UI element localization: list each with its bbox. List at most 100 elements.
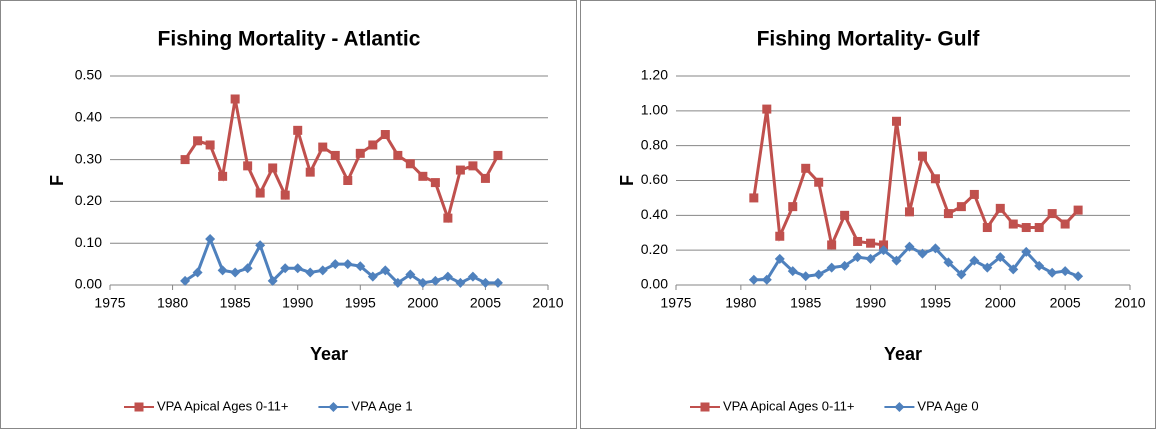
marker <box>342 259 353 270</box>
marker <box>380 265 391 276</box>
marker <box>417 277 428 288</box>
marker <box>392 277 403 288</box>
marker <box>242 263 253 274</box>
marker <box>405 159 415 169</box>
x-tick-label: 2005 <box>1050 295 1081 311</box>
y-tick-label: 0.50 <box>75 67 102 83</box>
marker <box>840 210 850 220</box>
marker <box>894 402 905 412</box>
marker <box>205 234 216 245</box>
marker <box>852 252 863 263</box>
marker <box>761 274 772 285</box>
marker <box>418 171 428 181</box>
marker <box>969 189 979 199</box>
marker <box>442 271 453 282</box>
marker <box>1060 219 1070 229</box>
marker <box>480 173 490 183</box>
marker <box>1073 205 1083 215</box>
x-tick-label: 1995 <box>920 295 951 311</box>
x-tick-label: 1985 <box>220 295 251 311</box>
marker <box>813 269 824 280</box>
marker <box>330 259 341 270</box>
y-tick-label: 1.00 <box>641 102 668 118</box>
marker <box>956 202 966 212</box>
marker <box>774 253 785 264</box>
y-tick-label: 0.20 <box>641 241 668 257</box>
marker <box>267 275 278 286</box>
marker <box>217 265 228 276</box>
marker <box>355 148 365 158</box>
marker <box>134 402 144 412</box>
marker <box>230 267 241 278</box>
marker <box>293 125 303 135</box>
legend-label: VPA Apical Ages 0-11+ <box>157 398 288 413</box>
chart-title: Fishing Mortality - Atlantic <box>158 28 421 51</box>
marker <box>1047 209 1057 219</box>
x-tick-label: 2000 <box>985 295 1016 311</box>
marker <box>891 255 902 266</box>
marker <box>995 252 1006 263</box>
marker <box>393 150 403 160</box>
marker <box>1021 223 1031 233</box>
marker <box>943 209 953 219</box>
x-axis-title: Year <box>310 344 348 364</box>
marker <box>1034 223 1044 233</box>
x-tick-label: 1990 <box>855 295 886 311</box>
legend-label: VPA Age 1 <box>351 398 412 413</box>
marker <box>493 150 503 160</box>
marker <box>865 253 876 264</box>
panel-border <box>0 0 577 429</box>
x-tick-label: 1990 <box>282 295 313 311</box>
marker <box>430 275 441 286</box>
panel-border <box>580 0 1156 429</box>
marker <box>368 140 378 150</box>
marker <box>904 241 915 252</box>
marker <box>1060 266 1071 277</box>
marker <box>827 240 837 250</box>
chart-title: Fishing Mortality- Gulf <box>757 28 981 51</box>
y-tick-label: 0.10 <box>75 234 102 250</box>
marker <box>330 150 340 160</box>
marker <box>317 265 328 276</box>
marker <box>814 177 824 187</box>
marker <box>1021 246 1032 257</box>
marker <box>787 266 798 277</box>
marker <box>180 275 191 286</box>
marker <box>280 190 290 200</box>
marker <box>280 263 291 274</box>
marker <box>318 142 328 152</box>
marker <box>230 94 240 104</box>
marker <box>405 269 416 280</box>
marker <box>748 274 759 285</box>
marker <box>995 203 1005 213</box>
x-tick-label: 1975 <box>94 295 125 311</box>
marker <box>343 176 353 185</box>
y-tick-label: 0.00 <box>641 276 668 292</box>
legend-label: VPA Apical Ages 0-11+ <box>723 398 854 413</box>
marker <box>700 402 710 412</box>
x-axis-title: Year <box>884 344 922 364</box>
marker <box>1008 219 1018 229</box>
x-tick-label: 2010 <box>532 295 563 311</box>
series-line <box>183 98 500 224</box>
marker <box>749 193 759 203</box>
marker <box>1047 267 1058 278</box>
x-tick-label: 2005 <box>470 295 501 311</box>
marker <box>193 136 203 146</box>
marker <box>255 188 265 198</box>
y-tick-label: 1.20 <box>641 67 668 83</box>
marker <box>455 165 465 175</box>
x-tick-label: 1995 <box>345 295 376 311</box>
legend-label: VPA Age 0 <box>917 398 978 413</box>
marker <box>930 174 940 184</box>
marker <box>853 236 863 246</box>
marker <box>380 130 390 140</box>
y-axis-title: F <box>47 175 67 186</box>
marker <box>218 171 228 181</box>
y-tick-label: 0.80 <box>641 136 668 152</box>
marker <box>904 207 914 217</box>
marker <box>788 202 798 212</box>
y-tick-label: 0.60 <box>641 171 668 187</box>
marker <box>839 260 850 271</box>
